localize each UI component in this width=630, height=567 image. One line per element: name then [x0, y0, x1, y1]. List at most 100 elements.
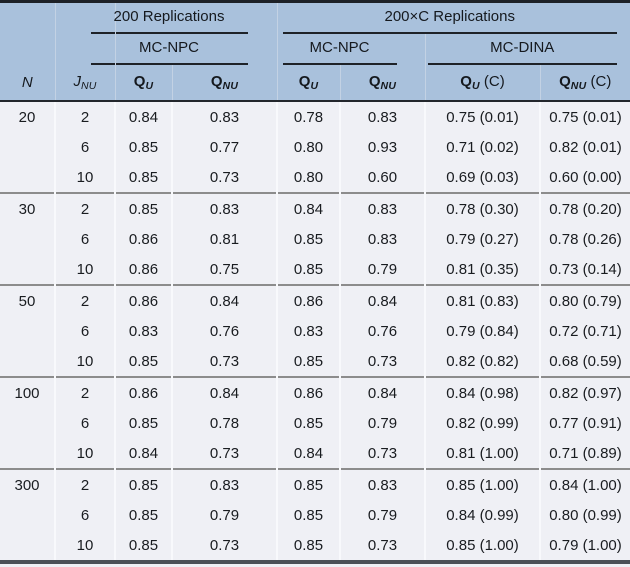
cell-jnu: 2: [54, 468, 115, 500]
cell-value: 0.72 (0.71): [539, 316, 630, 346]
table-row: 50 2 0.86 0.84 0.86 0.84 0.81 (0.83) 0.80 (0.79…: [0, 284, 630, 316]
cell-value: 0.77 (0.91): [539, 408, 630, 438]
cell-value: 0.85: [276, 468, 340, 500]
cell-value: 0.73 (0.14): [539, 254, 630, 285]
cell-value: 0.78 (0.30): [424, 192, 540, 224]
col-header-qnu-1: QNU: [171, 65, 277, 102]
cell-value: 0.81 (1.00): [424, 438, 540, 469]
cell-value: 0.78 (0.20): [539, 192, 630, 224]
cell-value: 0.79: [171, 500, 277, 530]
col-header-qu-1: QU: [114, 65, 172, 102]
header-spacer: [54, 34, 115, 65]
cell-value: 0.84: [339, 284, 425, 316]
method-label: MC-DINA: [427, 35, 617, 65]
header-row-columns: N JNU QU QNU QU QNU QU (C) QNU (C): [0, 65, 630, 102]
cell-value: 0.83: [171, 192, 277, 224]
cell-value: 0.85: [114, 468, 172, 500]
cell-jnu: 6: [54, 500, 115, 530]
cell-value: 0.84: [276, 438, 340, 469]
cell-jnu: 10: [54, 162, 115, 193]
cell-jnu: 2: [54, 376, 115, 408]
cell-value: 0.85 (1.00): [424, 530, 540, 560]
col-header-label: Q: [559, 73, 571, 90]
header-spacer: [0, 3, 55, 34]
cell-n: 300: [0, 468, 55, 500]
cell-value: 0.83: [171, 101, 277, 132]
cell-n: [0, 132, 55, 162]
cell-value: 0.85: [276, 500, 340, 530]
col-header-n: N: [0, 65, 55, 102]
cell-value: 0.84: [276, 192, 340, 224]
method-group-mc-dina: MC-DINA: [424, 34, 630, 65]
cell-value: 0.84 (1.00): [539, 468, 630, 500]
table-row: 10 0.84 0.73 0.84 0.73 0.81 (1.00) 0.71 (0.89): [0, 438, 630, 469]
cell-jnu: 6: [54, 132, 115, 162]
cell-jnu: 2: [54, 284, 115, 316]
cell-value: 0.85: [276, 254, 340, 285]
table-row: 20 2 0.84 0.83 0.78 0.83 0.75 (0.01) 0.75 (0.01…: [0, 101, 630, 132]
table-bottom-rule: [0, 560, 630, 564]
cell-value: 0.85: [114, 162, 172, 193]
cell-n: [0, 408, 55, 438]
cell-value: 0.79 (0.27): [424, 224, 540, 254]
cell-value: 0.83: [339, 101, 425, 132]
cell-value: 0.76: [339, 316, 425, 346]
cell-value: 0.84: [171, 284, 277, 316]
col-header-subscript: NU: [380, 80, 397, 92]
cell-value: 0.83: [276, 316, 340, 346]
table-row: 10 0.85 0.73 0.85 0.73 0.85 (1.00) 0.79 (1.00): [0, 530, 630, 560]
cell-value: 0.69 (0.03): [424, 162, 540, 193]
cell-value: 0.60: [339, 162, 425, 193]
table-row: 30 2 0.85 0.83 0.84 0.83 0.78 (0.30) 0.78 (0.20…: [0, 192, 630, 224]
cell-value: 0.83: [339, 192, 425, 224]
cell-value: 0.84 (0.99): [424, 500, 540, 530]
cell-value: 0.80 (0.79): [539, 284, 630, 316]
cell-n: 30: [0, 192, 55, 224]
cell-value: 0.81: [171, 224, 277, 254]
col-group-label: 200 Replications: [90, 4, 248, 34]
cell-value: 0.79: [339, 500, 425, 530]
cell-n: [0, 224, 55, 254]
col-header-label: Q: [298, 73, 311, 90]
cell-value: 0.78: [171, 408, 277, 438]
cell-value: 0.60 (0.00): [539, 162, 630, 193]
cell-value: 0.68 (0.59): [539, 346, 630, 377]
cell-value: 0.86: [276, 284, 340, 316]
cell-value: 0.84 (0.98): [424, 376, 540, 408]
col-header-jnu: JNU: [54, 65, 115, 102]
cell-value: 0.80: [276, 132, 340, 162]
cell-value: 0.84: [171, 376, 277, 408]
cell-jnu: 6: [54, 408, 115, 438]
cell-value: 0.80 (0.99): [539, 500, 630, 530]
col-group-200-replications: 200 Replications: [90, 3, 277, 34]
cell-jnu: 6: [54, 316, 115, 346]
cell-value: 0.73: [171, 438, 277, 469]
col-header-subscript: NU: [222, 80, 239, 92]
header-row-methods: MC-NPC MC-NPC MC-DINA: [0, 34, 630, 65]
cell-value: 0.82 (0.01): [539, 132, 630, 162]
cell-value: 0.82 (0.82): [424, 346, 540, 377]
cell-value: 0.75 (0.01): [539, 101, 630, 132]
cell-value: 0.73: [171, 530, 277, 560]
col-header-suffix: (C): [479, 73, 505, 90]
cell-value: 0.86: [114, 254, 172, 285]
table-row: 10 0.85 0.73 0.85 0.73 0.82 (0.82) 0.68 (0.59): [0, 346, 630, 377]
cell-value: 0.83: [339, 224, 425, 254]
cell-value: 0.84: [339, 376, 425, 408]
cell-n: [0, 530, 55, 560]
cell-n: [0, 316, 55, 346]
cell-value: 0.76: [171, 316, 277, 346]
col-header-subscript: NU: [570, 80, 587, 92]
table-row: 100 2 0.86 0.84 0.86 0.84 0.84 (0.98) 0.82 (0.9…: [0, 376, 630, 408]
cell-value: 0.75: [171, 254, 277, 285]
cell-value: 0.79 (0.84): [424, 316, 540, 346]
cell-value: 0.85: [114, 132, 172, 162]
cell-n: [0, 162, 55, 193]
cell-value: 0.93: [339, 132, 425, 162]
table-body: 20 2 0.84 0.83 0.78 0.83 0.75 (0.01) 0.75 (0.01…: [0, 101, 630, 560]
col-header-label: Q: [460, 73, 472, 90]
cell-value: 0.86: [114, 224, 172, 254]
col-header-label: Q: [133, 73, 146, 90]
cell-value: 0.81 (0.83): [424, 284, 540, 316]
